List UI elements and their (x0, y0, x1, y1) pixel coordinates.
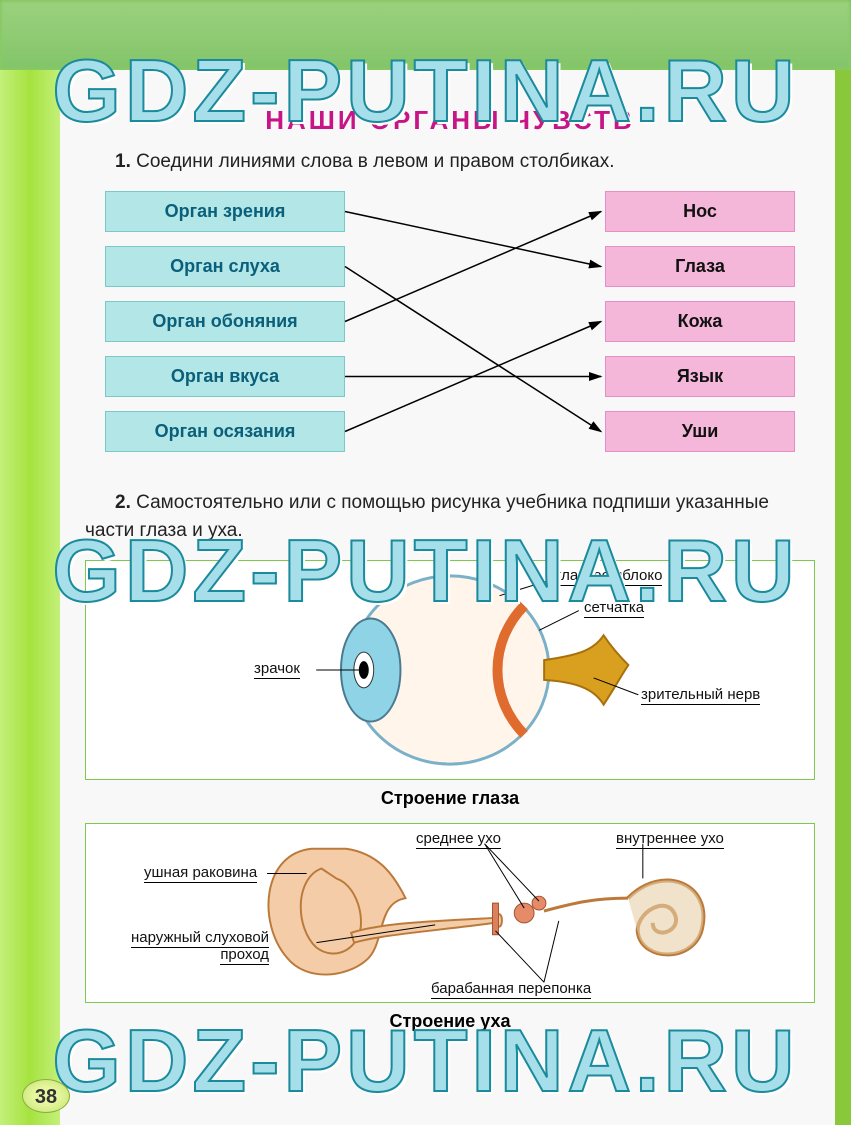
banner (0, 0, 851, 70)
ear-svg (86, 824, 814, 1002)
left-item: Орган обоняния (105, 301, 345, 342)
label-pinna: ушная раковина (144, 864, 257, 881)
left-item: Орган осязания (105, 411, 345, 452)
label-optic-nerve: зрительный нерв (641, 686, 760, 703)
margin-right (835, 70, 851, 1125)
label-middle-ear: среднее ухо (416, 830, 501, 847)
right-item: Кожа (605, 301, 795, 342)
left-item: Орган слуха (105, 246, 345, 287)
label-retina: сетчатка (584, 599, 644, 616)
match-left-column: Орган зрения Орган слуха Орган обоняния … (105, 191, 345, 452)
label-eardrum: барабанная перепонка (431, 980, 591, 997)
left-item: Орган зрения (105, 191, 345, 232)
page-content: НАШИ ОРГАНЫ ЧУВСТВ 1. Соедини линиями сл… (60, 70, 835, 1046)
task2-num: 2. (115, 492, 131, 513)
right-item: Глаза (605, 246, 795, 287)
right-item: Нос (605, 191, 795, 232)
left-item: Орган вкуса (105, 356, 345, 397)
page-number: 38 (22, 1079, 70, 1113)
eye-svg (86, 561, 814, 779)
ear-diagram: ушная раковина наружный слуховой проход … (85, 823, 815, 1003)
label-pupil: зрачок (254, 660, 300, 677)
task2-prompt: 2. Самостоятельно или с помощью рисунка … (85, 489, 815, 546)
task2-text: Самостоятельно или с помощью рисунка уче… (85, 492, 769, 542)
margin-left (0, 70, 60, 1125)
right-item: Язык (605, 356, 795, 397)
right-item: Уши (605, 411, 795, 452)
label-eyeball: глазное яблоко (556, 567, 662, 584)
task1-text: Соедини линиями слова в левом и правом с… (136, 151, 614, 172)
task1-prompt: 1. Соедини линиями слова в левом и право… (85, 148, 815, 177)
match-right-column: Нос Глаза Кожа Язык Уши (605, 191, 795, 452)
ear-caption: Строение уха (85, 1011, 815, 1032)
eye-caption: Строение глаза (85, 788, 815, 809)
page-title: НАШИ ОРГАНЫ ЧУВСТВ (85, 105, 815, 136)
label-inner-ear: внутреннее ухо (616, 830, 724, 847)
task1-num: 1. (115, 151, 131, 172)
matching-exercise: Орган зрения Орган слуха Орган обоняния … (105, 191, 795, 471)
eye-diagram: зрачок глазное яблоко сетчатка зрительны… (85, 560, 815, 780)
label-canal: наружный слуховой проход (131, 929, 269, 963)
